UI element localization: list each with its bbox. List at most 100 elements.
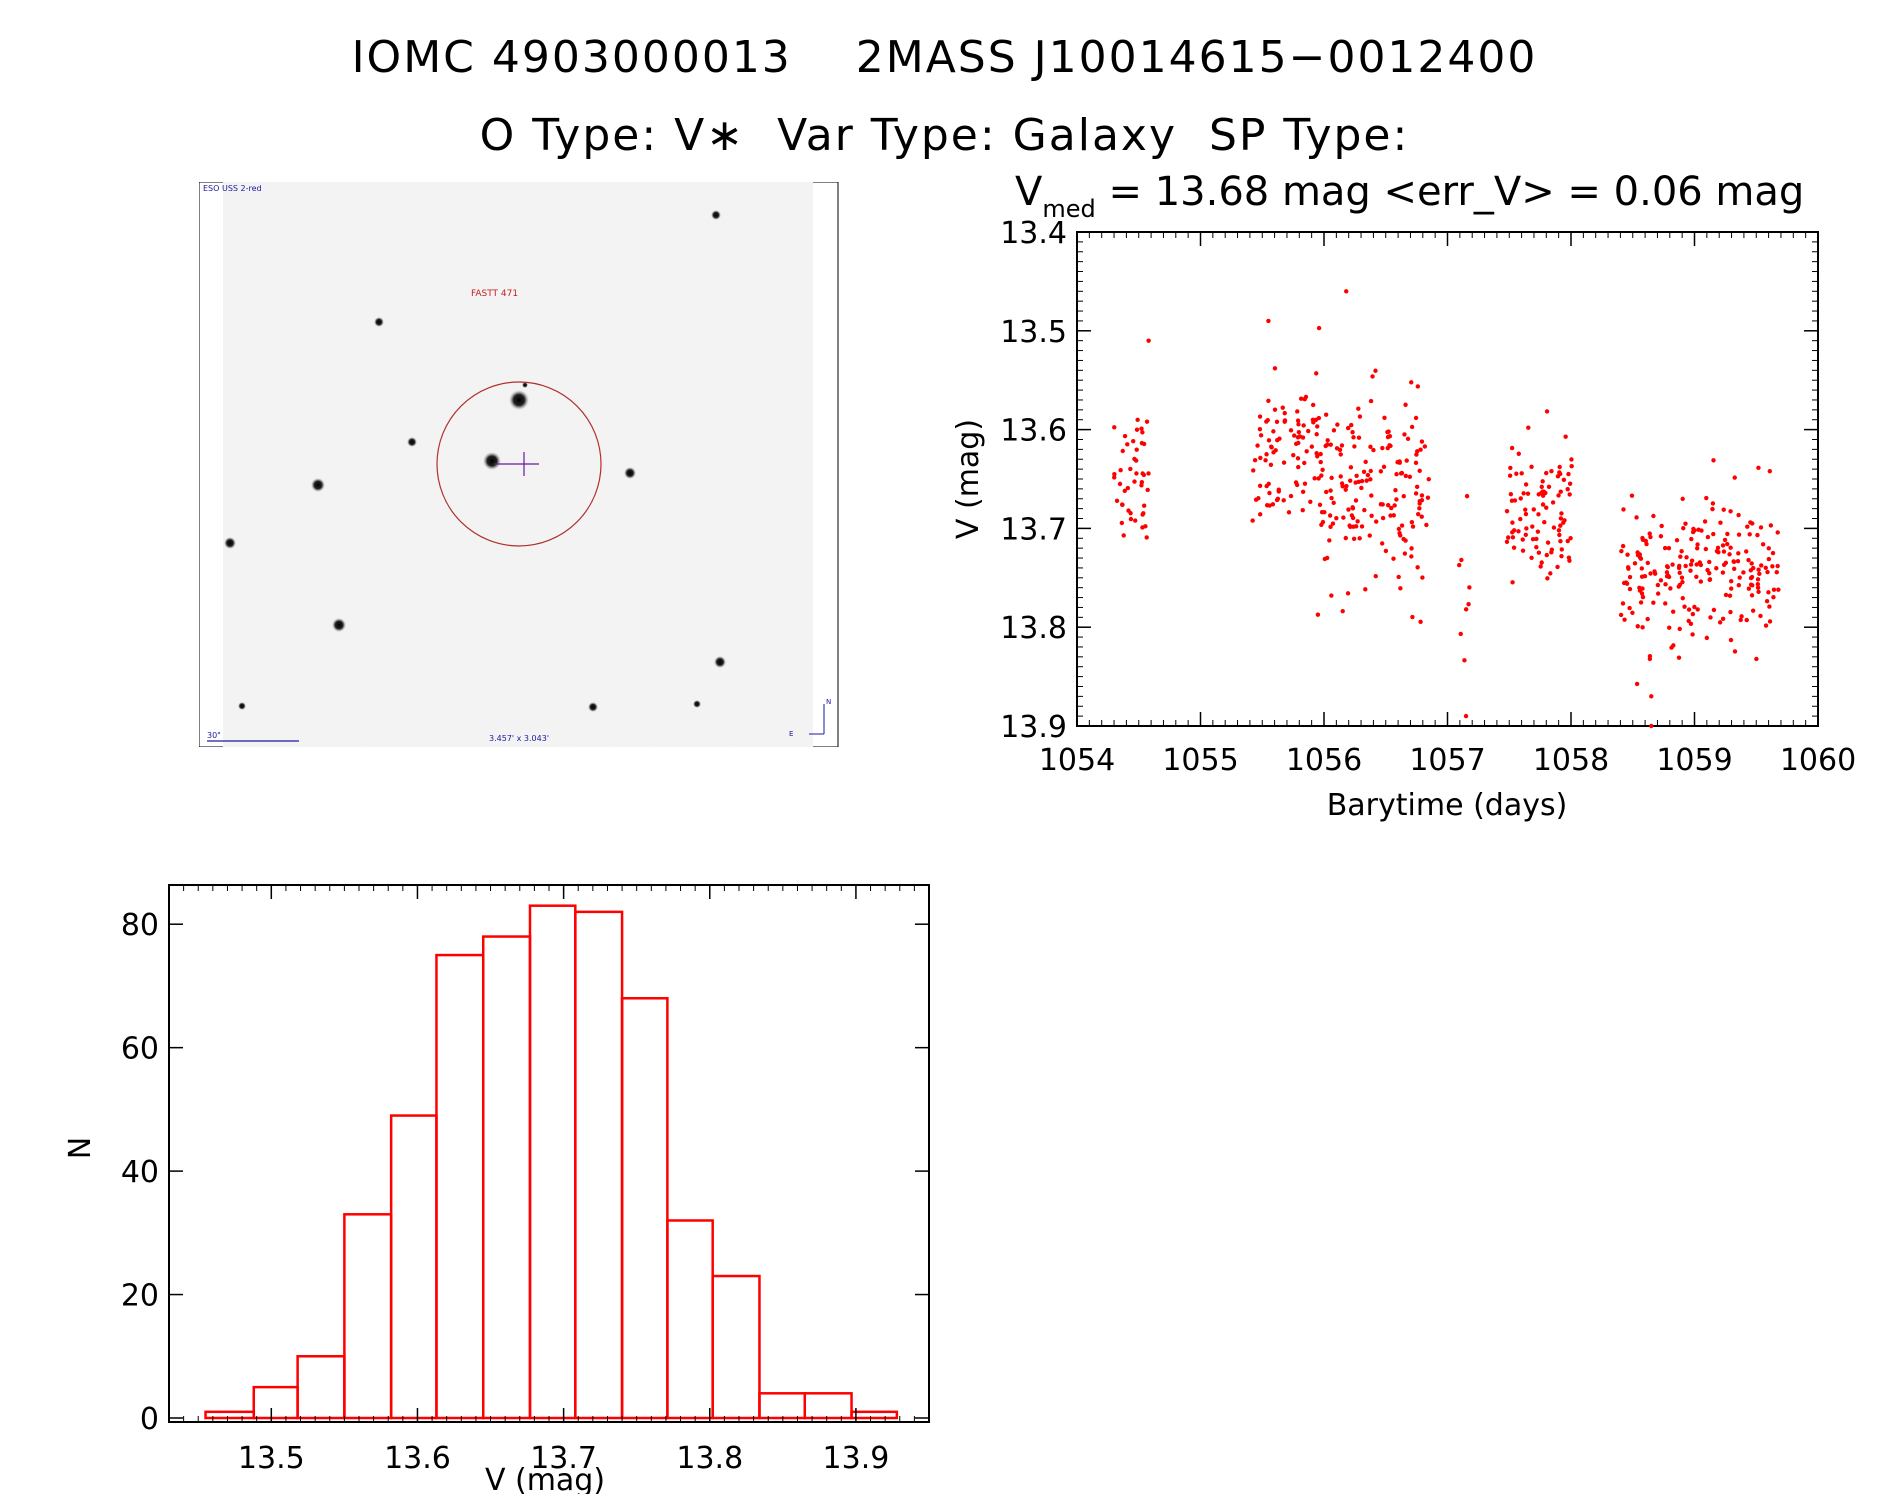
lc-point bbox=[1267, 503, 1272, 508]
lc-point bbox=[1694, 562, 1699, 567]
hist-bar bbox=[620, 997, 669, 1420]
lc-point bbox=[1565, 487, 1570, 492]
finder-stars bbox=[224, 210, 726, 712]
lc-point bbox=[1546, 484, 1552, 490]
lc-point bbox=[1708, 615, 1713, 620]
lc-point bbox=[1561, 477, 1567, 482]
lc-point bbox=[1144, 419, 1150, 424]
lc-point bbox=[1112, 425, 1117, 430]
lc-point bbox=[1627, 605, 1632, 611]
hist-bar bbox=[758, 1392, 807, 1420]
lc-point bbox=[1276, 487, 1281, 492]
lc-point bbox=[1467, 585, 1472, 590]
lc-point bbox=[1741, 570, 1746, 575]
lc-point bbox=[1271, 429, 1276, 434]
lc-point bbox=[1415, 511, 1421, 517]
lc-point bbox=[1282, 418, 1288, 423]
lc-point bbox=[1403, 402, 1408, 407]
lc-point bbox=[1347, 478, 1353, 483]
lc-point bbox=[1350, 430, 1355, 435]
lc-point bbox=[1655, 582, 1661, 588]
lc-point bbox=[1715, 545, 1721, 550]
lc-point bbox=[1699, 528, 1704, 533]
lc-point bbox=[1331, 428, 1337, 433]
lc-point bbox=[1558, 489, 1563, 494]
lc-point bbox=[1618, 612, 1624, 618]
hist-bars bbox=[204, 904, 899, 1420]
lc-point bbox=[1414, 452, 1419, 457]
lc-point bbox=[1523, 482, 1529, 487]
lc-axes: 1054 1055 1056 1057 1058 1059 1060 13.4 13.5 13.6… bbox=[1000, 216, 1856, 778]
lc-point bbox=[1258, 433, 1264, 438]
lc-point bbox=[1419, 493, 1425, 498]
lc-point bbox=[1369, 513, 1374, 518]
histogram-chart: 13.5 13.6 13.7 13.8 13.9 0 20 40 60 80 V (mag) N bbox=[63, 884, 930, 1494]
lc-point bbox=[1257, 426, 1263, 432]
lc-point bbox=[1397, 459, 1402, 464]
lc-point bbox=[1306, 428, 1311, 434]
lc-point bbox=[1324, 555, 1330, 561]
lc-point bbox=[1319, 510, 1325, 515]
lc-point bbox=[1689, 558, 1695, 563]
lc-point bbox=[1767, 468, 1773, 474]
lc-point bbox=[1363, 459, 1368, 465]
lc-point bbox=[1512, 498, 1518, 503]
hist-bar bbox=[666, 1219, 714, 1420]
lc-point bbox=[1625, 552, 1630, 557]
lc-point bbox=[1540, 479, 1545, 484]
lc-point bbox=[1767, 619, 1773, 624]
lc-point bbox=[1295, 409, 1300, 414]
lc-point bbox=[1298, 396, 1304, 401]
lc-point bbox=[1523, 532, 1529, 537]
finder-star bbox=[224, 537, 236, 549]
lc-point bbox=[1663, 601, 1668, 606]
lc-point bbox=[1324, 489, 1329, 495]
lc-point bbox=[1351, 435, 1356, 440]
lc-point bbox=[1764, 598, 1770, 604]
lc-point bbox=[1293, 480, 1299, 485]
hist-x-tick-label: 13.5 bbox=[238, 1441, 305, 1476]
lc-point bbox=[1318, 451, 1323, 457]
lc-point bbox=[1312, 476, 1317, 481]
lc-point bbox=[1292, 433, 1297, 438]
lc-point bbox=[1651, 513, 1656, 519]
lc-title-rest: = 13.68 mag <err_V> = 0.06 mag bbox=[1096, 169, 1805, 215]
lc-point bbox=[1718, 520, 1723, 525]
lc-point bbox=[1548, 571, 1553, 576]
lc-point bbox=[1622, 617, 1627, 622]
lc-point bbox=[1327, 513, 1333, 518]
lc-point bbox=[1518, 496, 1523, 501]
lc-point bbox=[1403, 473, 1409, 479]
lc-point bbox=[1508, 465, 1513, 471]
lc-point bbox=[1310, 417, 1316, 423]
lc-point bbox=[1355, 519, 1360, 524]
lc-point bbox=[1748, 568, 1753, 573]
lc-point bbox=[1519, 471, 1524, 476]
lc-point bbox=[1424, 522, 1429, 528]
lc-point bbox=[1340, 608, 1345, 614]
lc-point bbox=[1323, 412, 1329, 417]
lc-point bbox=[1341, 515, 1346, 520]
lc-point bbox=[1567, 481, 1573, 486]
lc-point bbox=[1386, 429, 1391, 434]
lc-point bbox=[1133, 518, 1138, 523]
lc-points bbox=[1112, 289, 1781, 729]
lc-point bbox=[1349, 513, 1355, 518]
lc-point bbox=[1755, 585, 1761, 590]
lc-point bbox=[1759, 563, 1764, 568]
lc-point bbox=[1768, 523, 1774, 528]
lc-y-tick-label: 13.8 bbox=[1000, 611, 1067, 646]
lc-point bbox=[1466, 601, 1471, 607]
hist-x-tick-label: 13.7 bbox=[530, 1441, 597, 1476]
lc-point bbox=[1398, 471, 1404, 476]
lc-point bbox=[1728, 586, 1734, 591]
lc-point bbox=[1370, 374, 1375, 379]
lc-point bbox=[1722, 537, 1728, 543]
lc-point bbox=[1738, 617, 1743, 623]
lc-point bbox=[1680, 496, 1685, 502]
lc-point bbox=[1419, 514, 1424, 519]
lc-point bbox=[1748, 575, 1754, 581]
lc-point bbox=[1417, 468, 1422, 473]
lc-point bbox=[1536, 550, 1542, 555]
finder-star bbox=[407, 437, 417, 447]
